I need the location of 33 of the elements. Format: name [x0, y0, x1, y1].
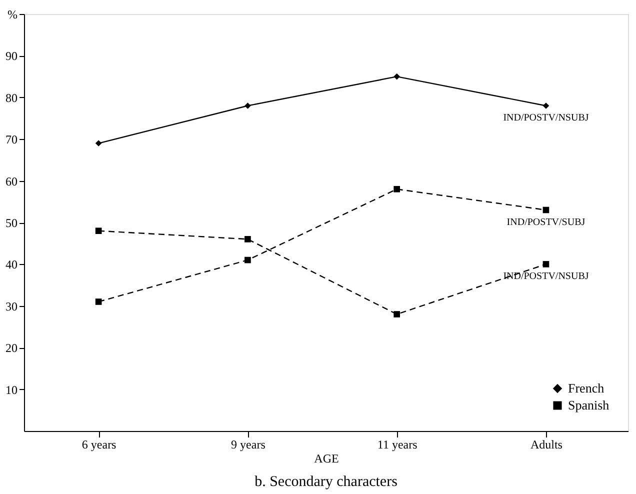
y-tick-label: 10	[6, 382, 18, 397]
x-tick-label: 11 years	[377, 438, 418, 452]
annotation: IND/POSTV/NSUBJ	[503, 271, 589, 282]
point	[542, 102, 550, 109]
point	[244, 102, 251, 109]
point	[244, 256, 251, 264]
x-tick-label: 9 years	[231, 438, 266, 452]
y-tick-label: 20	[6, 341, 18, 356]
y-tick-label: 60	[6, 174, 18, 188]
x-tick-label: 6 years	[82, 438, 117, 452]
x-tick-label: Adults	[530, 438, 563, 452]
y-tick-label: 50	[6, 216, 18, 230]
y-tick-label: 30	[6, 299, 18, 314]
legend-label: French	[568, 380, 605, 396]
legend-label: Spanish	[568, 398, 610, 412]
point	[394, 186, 400, 192]
point	[95, 140, 102, 146]
text: b. Secondary characters	[254, 474, 398, 490]
x-axis-title: AGE	[314, 452, 339, 466]
annotation: IND/POSTV/SUBJ	[506, 216, 586, 228]
y-tick-label: %	[8, 8, 18, 22]
point	[394, 73, 400, 80]
y-tick-label: 40	[6, 258, 18, 272]
y-tick-label: 70	[6, 132, 18, 147]
point	[95, 298, 102, 305]
point	[542, 206, 550, 214]
point	[542, 261, 550, 268]
y-tick-label: 80	[6, 90, 18, 105]
y-tick-label: 90	[6, 49, 18, 64]
point	[244, 236, 251, 242]
point	[95, 228, 102, 234]
annotation: IND/POSTV/NSUBJ	[503, 112, 589, 124]
point	[394, 311, 400, 318]
